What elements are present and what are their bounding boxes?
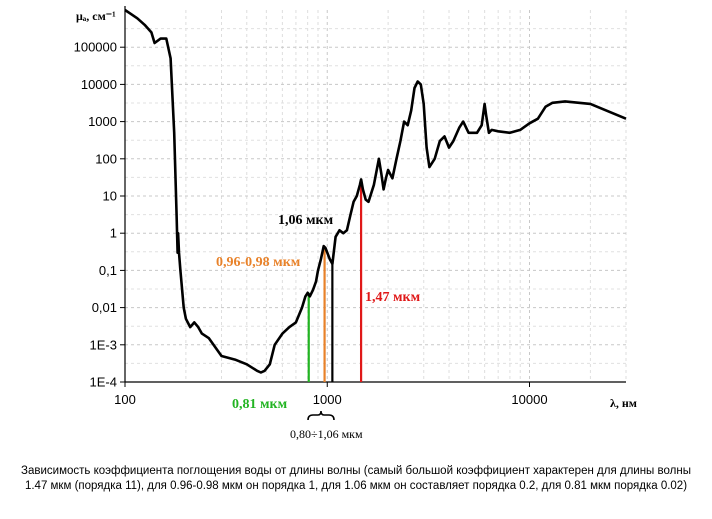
x-tick-label: 100 — [114, 392, 136, 407]
grid — [124, 10, 627, 383]
label-1-47: 1,47 мкм — [365, 290, 421, 305]
x-tick-label: 1000 — [313, 392, 342, 407]
y-tick-label: 100000 — [74, 40, 117, 55]
absorption-curve — [124, 8, 627, 374]
range-bracket-label: 0,80÷1,06 мкм — [290, 427, 363, 441]
range-bracket — [307, 410, 335, 421]
y-tick-label: 0,01 — [92, 300, 117, 315]
wavelength-markers — [307, 179, 363, 382]
y-tick-label: 1E-3 — [90, 337, 117, 352]
label-0-81: 0,81 мкм — [232, 397, 288, 412]
axes — [120, 6, 626, 387]
tick-labels: 1E-4 1E-3 0,01 0,1 1 10 100 1000 10000 100000 100 1… — [74, 40, 548, 407]
label-0-96-0-98: 0,96-0,98 мкм — [216, 255, 301, 270]
y-tick-label: 100 — [95, 151, 117, 166]
y-axis-title: μₐ, см⁻¹ — [76, 9, 116, 23]
label-1-06: 1,06 мкм — [278, 213, 334, 228]
y-tick-label: 1 — [110, 226, 117, 241]
x-axis-title: λ, нм — [610, 396, 637, 410]
y-tick-label: 10 — [103, 189, 117, 204]
figure-caption: Зависимость коэффициента поглощения воды… — [21, 465, 691, 492]
absorption-chart: 1E-4 1E-3 0,01 0,1 1 10 100 1000 10000 100000 100 1… — [74, 6, 637, 441]
y-tick-label: 10000 — [81, 77, 117, 92]
y-tick-label: 0,1 — [99, 263, 117, 278]
x-tick-label: 10000 — [511, 392, 547, 407]
y-tick-label: 1000 — [88, 114, 117, 129]
y-tick-label: 1E-4 — [90, 375, 117, 390]
